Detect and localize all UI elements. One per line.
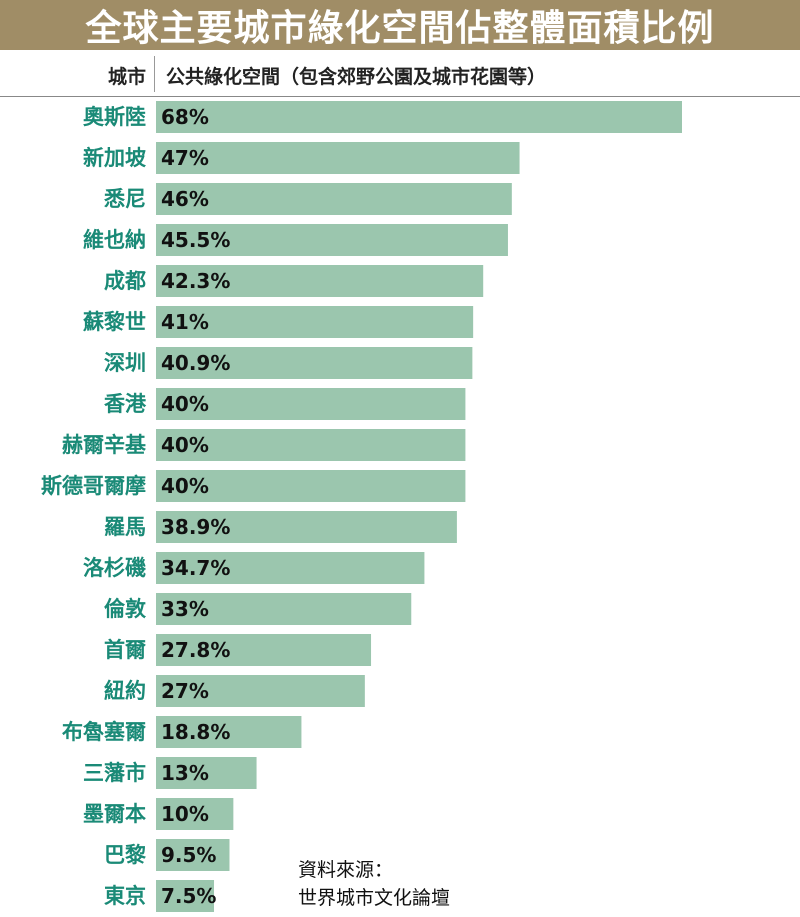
value-label: 40%: [161, 474, 209, 498]
bar-17: [156, 757, 257, 789]
bar-20: [156, 880, 215, 912]
bar-3: [156, 183, 512, 215]
source-label: 資料來源：: [298, 859, 394, 881]
city-label: 成都: [104, 269, 146, 293]
value-label: 34.7%: [161, 556, 230, 580]
value-label: 68%: [161, 105, 209, 129]
value-label: 47%: [161, 146, 209, 170]
value-label: 40.9%: [161, 351, 230, 375]
city-label: 紐約: [104, 679, 146, 703]
city-label: 奧斯陸: [83, 105, 146, 129]
column-header-row: 城市 公共綠化空間（包含郊野公園及城市花園等）: [0, 50, 800, 98]
city-label: 蘇黎世: [82, 310, 146, 334]
value-label: 27.8%: [161, 638, 230, 662]
city-label: 倫敦: [104, 597, 147, 621]
city-label: 斯德哥爾摩: [41, 474, 146, 498]
source-note: 資料來源： 世界城市文化論壇: [298, 856, 450, 912]
bar-18: [156, 798, 234, 830]
value-label: 46%: [161, 187, 209, 211]
value-label: 27%: [161, 679, 209, 703]
city-label: 深圳: [104, 351, 146, 375]
city-label: 赫爾辛基: [62, 433, 147, 457]
city-label: 洛杉磯: [83, 556, 146, 580]
value-label: 45.5%: [161, 228, 230, 252]
city-label: 新加坡: [83, 146, 146, 170]
bar-15: [156, 675, 365, 707]
bar-9: [156, 429, 466, 461]
title-bar: 全球主要城市綠化空間佔整體面積比例: [0, 0, 800, 50]
bar-11: [156, 511, 457, 543]
value-label: 33%: [161, 597, 209, 621]
bar-19: [156, 839, 230, 871]
value-label: 18.8%: [161, 720, 230, 744]
value-label: 41%: [161, 310, 209, 334]
header-separator: [154, 56, 155, 92]
bar-13: [156, 593, 412, 625]
city-label: 三藩市: [83, 761, 146, 785]
bar-8: [156, 388, 466, 420]
city-label: 悉尼: [103, 187, 146, 211]
bar-10: [156, 470, 466, 502]
city-label: 巴黎: [104, 843, 146, 867]
source-name: 世界城市文化論壇: [298, 887, 451, 909]
bar-4: [156, 224, 508, 256]
city-label: 布魯塞爾: [62, 720, 146, 744]
bar-5: [156, 265, 484, 297]
value-label: 40%: [161, 433, 209, 457]
value-label: 40%: [161, 392, 209, 416]
value-label: 13%: [161, 761, 209, 785]
bar-7: [156, 347, 473, 379]
value-label: 38.9%: [161, 515, 230, 539]
value-label: 10%: [161, 802, 209, 826]
city-label: 維也納: [83, 228, 146, 252]
city-label: 羅馬: [104, 515, 146, 539]
value-label: 42.3%: [161, 269, 230, 293]
value-column-header: 公共綠化空間（包含郊野公園及城市花園等）: [166, 66, 547, 88]
bar-14: [156, 634, 372, 666]
value-label: 7.5%: [161, 884, 216, 908]
city-column-header: 城市: [107, 66, 146, 88]
bar-16: [156, 716, 302, 748]
bar-2: [156, 142, 520, 174]
city-label: 墨爾本: [83, 802, 146, 826]
bar-12: [156, 552, 425, 584]
bar-6: [156, 306, 474, 338]
chart-title: 全球主要城市綠化空間佔整體面積比例: [85, 7, 715, 49]
value-label: 9.5%: [161, 843, 216, 867]
city-label: 首爾: [104, 638, 146, 662]
city-label: 香港: [104, 392, 147, 416]
city-label: 東京: [104, 884, 146, 908]
header-divider: [0, 96, 800, 97]
bar-1: [156, 101, 682, 133]
